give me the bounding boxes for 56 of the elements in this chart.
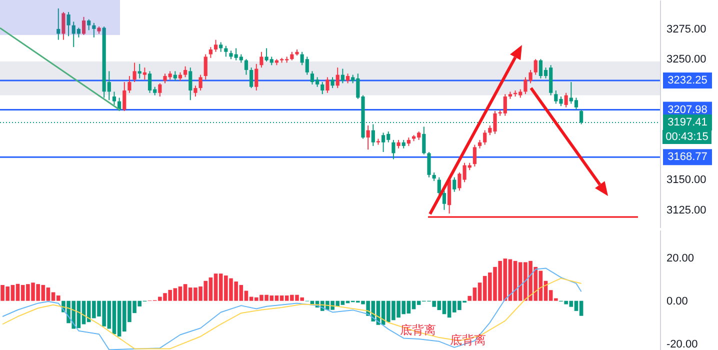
- candlestick: [340, 68, 344, 84]
- candlestick: [483, 130, 487, 146]
- candlestick: [250, 67, 254, 89]
- candlestick: [452, 176, 456, 192]
- candlestick: [260, 51, 264, 68]
- candlestick: [138, 63, 142, 79]
- candlestick: [142, 67, 146, 80]
- candlestick: [366, 124, 370, 150]
- candlestick: [184, 66, 188, 78]
- candlestick: [208, 46, 212, 58]
- candlestick: [437, 176, 441, 196]
- candlestick: [427, 152, 431, 178]
- candlestick: [198, 74, 202, 91]
- y-tick-label: 0.00: [666, 295, 688, 308]
- candlestick: [66, 12, 70, 37]
- candlestick: [132, 62, 136, 83]
- candlestick: [122, 82, 126, 112]
- candlestick: [128, 76, 132, 94]
- candlestick: [194, 85, 198, 98]
- ref-line-label: 3197.41: [668, 116, 708, 129]
- y-tick-label: 3125.00: [666, 204, 706, 216]
- candlestick: [442, 190, 446, 210]
- candlestick: [87, 18, 91, 31]
- candlestick: [188, 67, 192, 101]
- candlestick: [82, 16, 86, 36]
- candlestick: [244, 58, 248, 76]
- candlestick: [92, 22, 96, 38]
- y-tick-label: 3250.00: [666, 54, 706, 66]
- candlestick: [422, 126, 426, 155]
- candlestick: [330, 76, 334, 89]
- candlestick: [214, 39, 218, 52]
- text: 00:43:15: [666, 131, 708, 143]
- candlestick: [326, 76, 330, 94]
- candlestick: [564, 92, 568, 108]
- ref-line-label: 3232.25: [668, 74, 708, 87]
- candlestick: [392, 139, 396, 160]
- y-tick-label: -20.00: [666, 338, 698, 350]
- y-tick-label: 20.00: [666, 252, 694, 264]
- y-tick-label: 3150.00: [666, 174, 706, 186]
- candlestick: [320, 82, 324, 95]
- candlestick: [254, 63, 258, 91]
- candlestick: [62, 12, 66, 40]
- candlestick: [173, 70, 177, 82]
- candlestick: [112, 91, 116, 106]
- candlestick: [346, 73, 350, 84]
- candlestick: [219, 42, 223, 52]
- candlestick: [472, 144, 476, 167]
- y-tick-label: 3275.00: [666, 23, 706, 36]
- candlestick: [204, 54, 208, 80]
- ref-line-label: 3168.77: [668, 151, 708, 164]
- ref-line-label: 3207.98: [668, 104, 708, 116]
- candlestick: [534, 58, 538, 76]
- candlestick: [56, 8, 60, 40]
- candlestick: [224, 45, 228, 58]
- candlestick: [336, 67, 340, 89]
- candlestick: [158, 82, 162, 98]
